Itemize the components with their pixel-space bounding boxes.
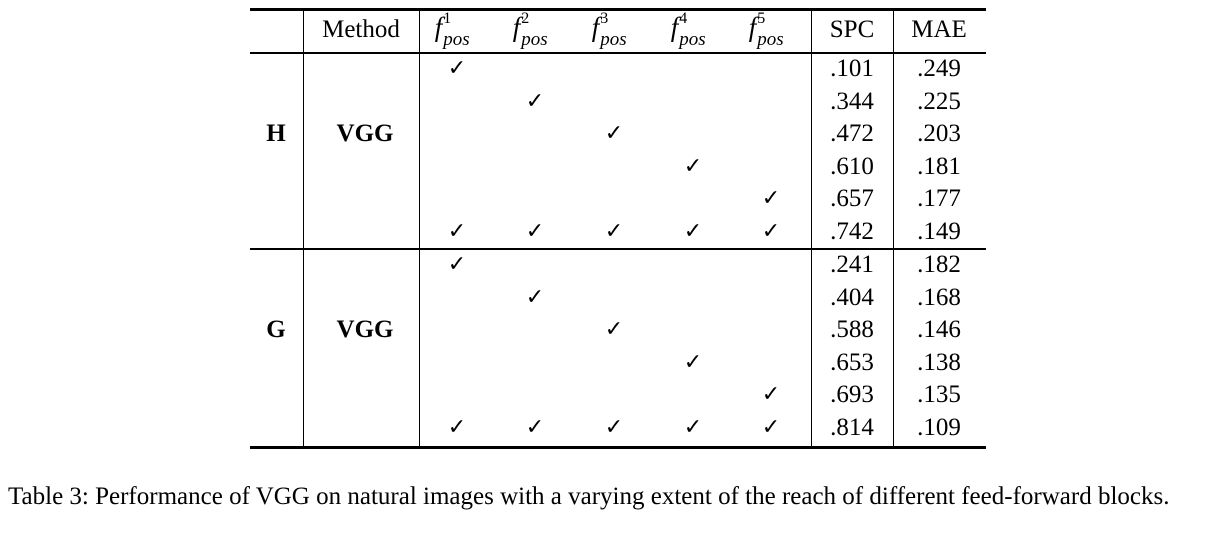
check-mark: ✓ — [447, 219, 467, 244]
check-mark: ✓ — [683, 219, 703, 244]
mae-value: .249 — [917, 55, 961, 82]
check-mark: ✓ — [447, 252, 467, 277]
header-f-pos-2: f 2 pos — [512, 9, 548, 50]
table-caption: Table 3: Performance of VGG on natural i… — [8, 483, 1170, 510]
check-mark: ✓ — [447, 415, 467, 440]
spc-value: .693 — [830, 381, 874, 409]
check-mark: ✓ — [761, 382, 781, 408]
header-method: Method — [322, 16, 400, 43]
spc-value: .814 — [830, 414, 874, 441]
check-mark: ✓ — [604, 317, 624, 343]
spc-value: .653 — [830, 348, 874, 376]
header-f-pos-3: f 3 pos — [591, 9, 627, 50]
mae-value: .182 — [917, 251, 961, 278]
spc-value: .742 — [830, 218, 874, 245]
table-vertical-rule — [419, 11, 420, 446]
table-group-divider — [250, 248, 986, 250]
header-f-pos-4: f 4 pos — [670, 9, 706, 50]
check-mark: ✓ — [604, 121, 624, 147]
check-mark: ✓ — [761, 219, 781, 244]
spc-value: .610 — [830, 152, 874, 180]
group-label: G — [266, 316, 286, 344]
mae-value: .135 — [917, 381, 961, 409]
mae-value: .149 — [917, 218, 961, 245]
table-vertical-rule — [893, 11, 894, 446]
spc-value: .101 — [830, 55, 874, 82]
header-f-pos-1: f 1 pos — [434, 9, 470, 50]
check-mark: ✓ — [525, 219, 545, 244]
table-header-rule — [250, 52, 986, 54]
check-mark: ✓ — [761, 415, 781, 440]
check-mark: ✓ — [525, 284, 545, 310]
group-method: VGG — [336, 120, 394, 148]
mae-value: .138 — [917, 348, 961, 376]
header-f-pos-5: f 5 pos — [748, 9, 784, 50]
group-label: H — [266, 120, 286, 148]
table-vertical-rule — [303, 11, 304, 446]
check-mark: ✓ — [525, 415, 545, 440]
check-mark: ✓ — [447, 56, 467, 81]
check-mark: ✓ — [525, 88, 545, 114]
results-table: Method SPC MAE f 1 pos f 2 pos f 3 pos f 4 pos f 5 pos… — [250, 8, 986, 451]
check-mark: ✓ — [604, 219, 624, 244]
check-mark: ✓ — [683, 415, 703, 440]
table-top-rule — [250, 8, 986, 11]
check-mark: ✓ — [761, 186, 781, 212]
mae-value: .203 — [917, 120, 961, 148]
check-mark: ✓ — [683, 153, 703, 179]
table-bottom-rule — [250, 446, 986, 449]
header-spc: SPC — [829, 16, 875, 43]
header-mae: MAE — [911, 16, 967, 43]
mae-value: .168 — [917, 283, 961, 311]
spc-value: .472 — [830, 120, 874, 148]
check-mark: ✓ — [604, 415, 624, 440]
spc-value: .344 — [830, 87, 874, 115]
table-vertical-rule — [811, 11, 812, 446]
mae-value: .225 — [917, 87, 961, 115]
check-mark: ✓ — [683, 349, 703, 375]
spc-value: .657 — [830, 185, 874, 213]
mae-value: .177 — [917, 185, 961, 213]
spc-value: .241 — [830, 251, 874, 278]
spc-value: .588 — [830, 316, 874, 344]
spc-value: .404 — [830, 283, 874, 311]
mae-value: .181 — [917, 152, 961, 180]
mae-value: .146 — [917, 316, 961, 344]
mae-value: .109 — [917, 414, 961, 441]
group-method: VGG — [336, 316, 394, 344]
